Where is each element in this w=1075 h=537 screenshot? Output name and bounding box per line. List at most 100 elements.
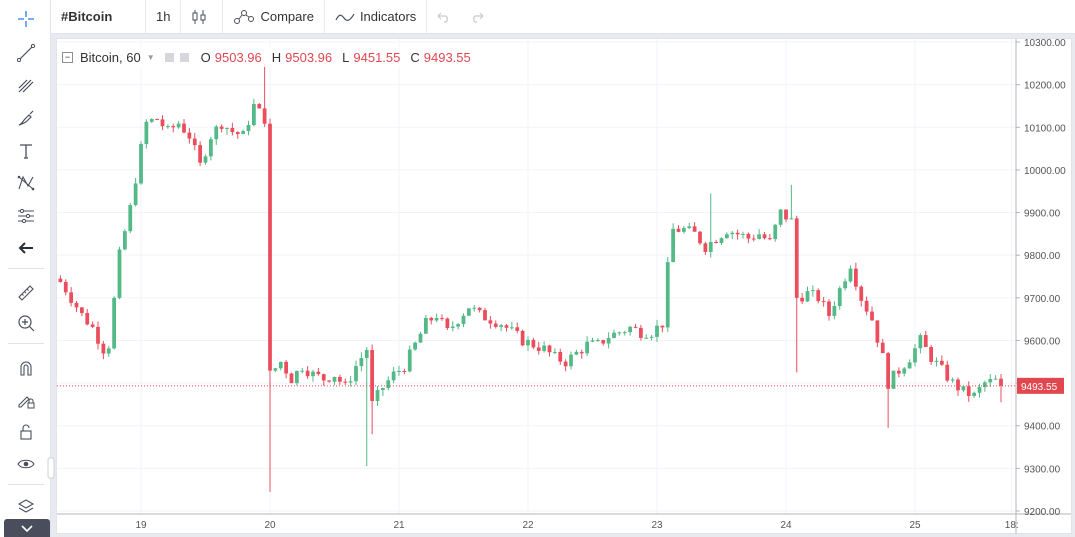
candle-body	[746, 233, 751, 239]
candle-body	[595, 340, 600, 342]
high-value: 9503.96	[285, 49, 333, 65]
layers-icon[interactable]	[10, 494, 42, 520]
candle-body	[466, 308, 471, 316]
indicators-button[interactable]: Indicators	[325, 0, 428, 34]
candle-body	[445, 318, 450, 328]
prediction-icon[interactable]	[10, 203, 42, 229]
caret-down-icon[interactable]: ▼	[146, 52, 155, 62]
candle-body	[488, 320, 493, 324]
crosshair-icon[interactable]	[10, 6, 42, 32]
last-price-badge	[1017, 377, 1064, 394]
candle-body	[558, 351, 563, 362]
candle-body	[359, 358, 364, 367]
candle-body	[370, 349, 375, 401]
lock-drawing-icon[interactable]	[10, 387, 42, 413]
candle-body	[149, 119, 154, 122]
candle-body	[687, 226, 692, 229]
candle-body	[289, 373, 294, 384]
drawing-toolbar	[0, 0, 51, 537]
candle-body	[122, 231, 127, 250]
candle-body	[988, 379, 993, 383]
undo-icon[interactable]	[437, 11, 451, 23]
symbol-search-button[interactable]: #Bitcoin	[51, 0, 146, 34]
candle-body	[391, 371, 396, 381]
candle-body	[579, 351, 584, 354]
price-tick-label: 10100.00	[1024, 123, 1066, 134]
candle-body	[354, 366, 358, 382]
candle-body	[870, 311, 874, 321]
candle-body	[434, 318, 439, 321]
candle-body	[730, 232, 735, 235]
low-label: L	[342, 49, 350, 65]
candle-body	[133, 183, 138, 206]
candle-body	[106, 348, 111, 354]
indicators-icon	[335, 13, 355, 21]
interval-button[interactable]: 1h	[146, 0, 182, 34]
candle-body	[268, 123, 272, 371]
candle-body	[563, 361, 568, 367]
candle-body	[945, 364, 950, 381]
candle-body	[198, 145, 203, 163]
zoom-in-icon[interactable]	[10, 310, 42, 336]
candle-body	[246, 125, 251, 132]
brush-icon[interactable]	[10, 105, 42, 131]
candle-body	[128, 205, 133, 232]
magnet-icon[interactable]	[10, 355, 42, 381]
back-arrow-icon[interactable]	[10, 235, 42, 261]
unlock-icon[interactable]	[10, 419, 42, 445]
close-value: 9493.55	[423, 49, 471, 65]
time-tick-label: 24	[780, 520, 792, 531]
chart-style-button[interactable]	[181, 0, 224, 34]
candle-body	[644, 337, 649, 339]
redo-icon[interactable]	[470, 11, 485, 23]
candle-body	[832, 306, 837, 316]
chevron-down-icon[interactable]	[4, 519, 50, 537]
chart-pane[interactable]	[56, 38, 1072, 534]
candle-body	[380, 388, 385, 391]
candle-body	[515, 327, 520, 331]
candle-body	[638, 327, 643, 338]
price-tick-label: 9700.00	[1024, 294, 1061, 305]
candle-body	[477, 307, 482, 311]
candles	[58, 63, 1003, 492]
candle-body	[311, 371, 315, 377]
candle-body	[628, 326, 633, 333]
candle-body	[483, 310, 487, 321]
candle-body	[574, 351, 579, 355]
candle-body	[402, 370, 407, 372]
time-tick-label: 25	[909, 520, 921, 531]
candle-body	[708, 242, 713, 252]
candle-body	[612, 332, 616, 339]
candle-body	[660, 325, 665, 328]
price-tick-label: 10300.00	[1024, 38, 1066, 49]
price-tick-label: 9900.00	[1024, 209, 1061, 220]
eye-icon[interactable]	[10, 451, 42, 477]
candle-body	[273, 368, 278, 371]
candle-body	[982, 382, 987, 388]
candle-body	[504, 325, 509, 328]
compare-button[interactable]: Compare	[223, 0, 325, 34]
text-icon[interactable]	[10, 138, 42, 164]
candle-body	[171, 126, 176, 128]
candle-body	[692, 226, 697, 232]
fib-icon[interactable]	[10, 73, 42, 99]
trend-line-icon[interactable]	[10, 40, 42, 66]
candle-body	[762, 234, 767, 239]
candle-body	[214, 126, 219, 140]
candle-body	[348, 381, 353, 383]
candle-body	[703, 243, 708, 252]
candle-body	[934, 360, 939, 362]
candle-body	[364, 349, 369, 359]
pattern-icon[interactable]	[10, 170, 42, 196]
hide-series-icon[interactable]	[179, 52, 189, 62]
ruler-icon[interactable]	[10, 280, 42, 306]
collapse-legend-icon[interactable]: −	[62, 51, 73, 63]
candle-body	[977, 387, 982, 393]
candle-body	[773, 224, 778, 240]
settings-icon[interactable]	[164, 52, 174, 62]
candle-body	[192, 138, 197, 146]
candle-body	[778, 209, 783, 225]
candle-body	[257, 104, 262, 109]
candle-body	[714, 242, 719, 244]
